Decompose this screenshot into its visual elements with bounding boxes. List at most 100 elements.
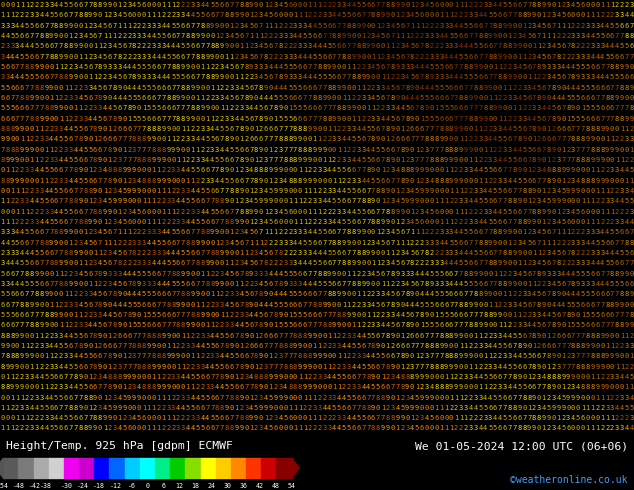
Text: 3: 3 — [444, 74, 448, 80]
Text: 8: 8 — [176, 116, 180, 122]
Text: 6: 6 — [108, 229, 112, 235]
Text: 9: 9 — [220, 281, 224, 287]
Text: 3: 3 — [112, 425, 117, 432]
Text: 0: 0 — [0, 415, 4, 421]
Text: 9: 9 — [444, 157, 448, 163]
Text: 6: 6 — [439, 301, 444, 308]
Text: 8: 8 — [317, 95, 321, 101]
Text: 2: 2 — [278, 229, 283, 235]
Text: 2: 2 — [186, 364, 190, 369]
Text: 8: 8 — [547, 168, 551, 173]
Text: 1: 1 — [127, 116, 131, 122]
Text: 6: 6 — [157, 270, 160, 277]
Text: 2: 2 — [512, 322, 517, 328]
Text: 2: 2 — [488, 126, 492, 132]
Text: 5: 5 — [108, 405, 112, 411]
Text: 4: 4 — [405, 44, 410, 49]
Text: 4: 4 — [186, 425, 190, 432]
Text: 5: 5 — [283, 322, 287, 328]
Text: 0: 0 — [380, 44, 385, 49]
Text: 6: 6 — [391, 147, 395, 153]
Text: 9: 9 — [39, 64, 44, 70]
Text: 1: 1 — [0, 219, 4, 225]
Text: 9: 9 — [112, 384, 117, 390]
Text: 5: 5 — [429, 322, 434, 328]
Text: 4: 4 — [224, 353, 229, 359]
Text: 6: 6 — [532, 353, 536, 359]
Text: 5: 5 — [581, 322, 585, 328]
Text: 3: 3 — [478, 343, 482, 349]
Text: 3: 3 — [400, 281, 404, 287]
Text: 1: 1 — [103, 425, 107, 432]
Text: 8: 8 — [137, 343, 141, 349]
Text: 3: 3 — [610, 168, 614, 173]
Text: 5: 5 — [434, 322, 439, 328]
Text: 8: 8 — [342, 54, 346, 60]
Text: 9: 9 — [420, 188, 424, 194]
Text: 2: 2 — [332, 2, 336, 8]
Text: 4: 4 — [122, 64, 127, 70]
Text: 8: 8 — [517, 343, 522, 349]
Text: 1: 1 — [157, 12, 160, 19]
Text: 5: 5 — [547, 405, 551, 411]
Text: 7: 7 — [132, 157, 136, 163]
Text: 9: 9 — [307, 178, 312, 184]
Text: 3: 3 — [293, 23, 297, 29]
Text: 9: 9 — [88, 12, 93, 19]
Text: 9: 9 — [249, 2, 254, 8]
Text: 0: 0 — [391, 188, 395, 194]
Text: 4: 4 — [259, 281, 263, 287]
Text: 8: 8 — [142, 178, 146, 184]
Text: 6: 6 — [605, 85, 609, 91]
Text: 3: 3 — [39, 188, 44, 194]
Text: 9: 9 — [15, 333, 19, 339]
Text: 0: 0 — [210, 105, 214, 111]
Text: 5: 5 — [581, 291, 585, 297]
Text: 6: 6 — [210, 219, 214, 225]
Text: 7: 7 — [15, 301, 19, 308]
Text: 5: 5 — [68, 209, 73, 215]
Text: 5: 5 — [25, 74, 29, 80]
Text: 3: 3 — [595, 229, 600, 235]
Text: 2: 2 — [556, 240, 560, 245]
Text: 9: 9 — [332, 116, 336, 122]
Text: 2: 2 — [108, 12, 112, 19]
Text: 4: 4 — [30, 44, 34, 49]
Text: 9: 9 — [63, 229, 68, 235]
Text: 4: 4 — [571, 270, 575, 277]
Text: 7: 7 — [264, 136, 268, 143]
Text: 9: 9 — [220, 44, 224, 49]
Text: 7: 7 — [566, 281, 571, 287]
Text: 2: 2 — [391, 136, 395, 143]
Text: 1: 1 — [186, 384, 190, 390]
Text: 6: 6 — [498, 168, 502, 173]
Text: 4: 4 — [498, 364, 502, 369]
Text: 2: 2 — [181, 136, 185, 143]
Text: 7: 7 — [380, 2, 385, 8]
Text: 7: 7 — [619, 33, 624, 39]
Text: 5: 5 — [571, 322, 575, 328]
Text: 7: 7 — [259, 23, 263, 29]
Text: 5: 5 — [420, 95, 424, 101]
Text: 4: 4 — [463, 44, 468, 49]
Text: 1: 1 — [630, 178, 634, 184]
Text: 2: 2 — [619, 209, 624, 215]
Text: 4: 4 — [566, 64, 571, 70]
Text: 1: 1 — [420, 322, 424, 328]
Text: 5: 5 — [498, 343, 502, 349]
Text: 5: 5 — [98, 291, 102, 297]
Text: 3: 3 — [195, 209, 200, 215]
Text: 6: 6 — [317, 312, 321, 318]
Text: 9: 9 — [469, 147, 473, 153]
Text: 7: 7 — [264, 343, 268, 349]
Text: 4: 4 — [556, 12, 560, 19]
Text: 4: 4 — [493, 2, 497, 8]
Text: 9: 9 — [503, 229, 507, 235]
Text: 9: 9 — [444, 343, 448, 349]
Text: 6: 6 — [498, 425, 502, 432]
Text: 9: 9 — [239, 425, 243, 432]
Text: 4: 4 — [146, 240, 151, 245]
Text: 7: 7 — [108, 116, 112, 122]
Text: 1: 1 — [205, 116, 209, 122]
Text: 0: 0 — [83, 198, 87, 204]
